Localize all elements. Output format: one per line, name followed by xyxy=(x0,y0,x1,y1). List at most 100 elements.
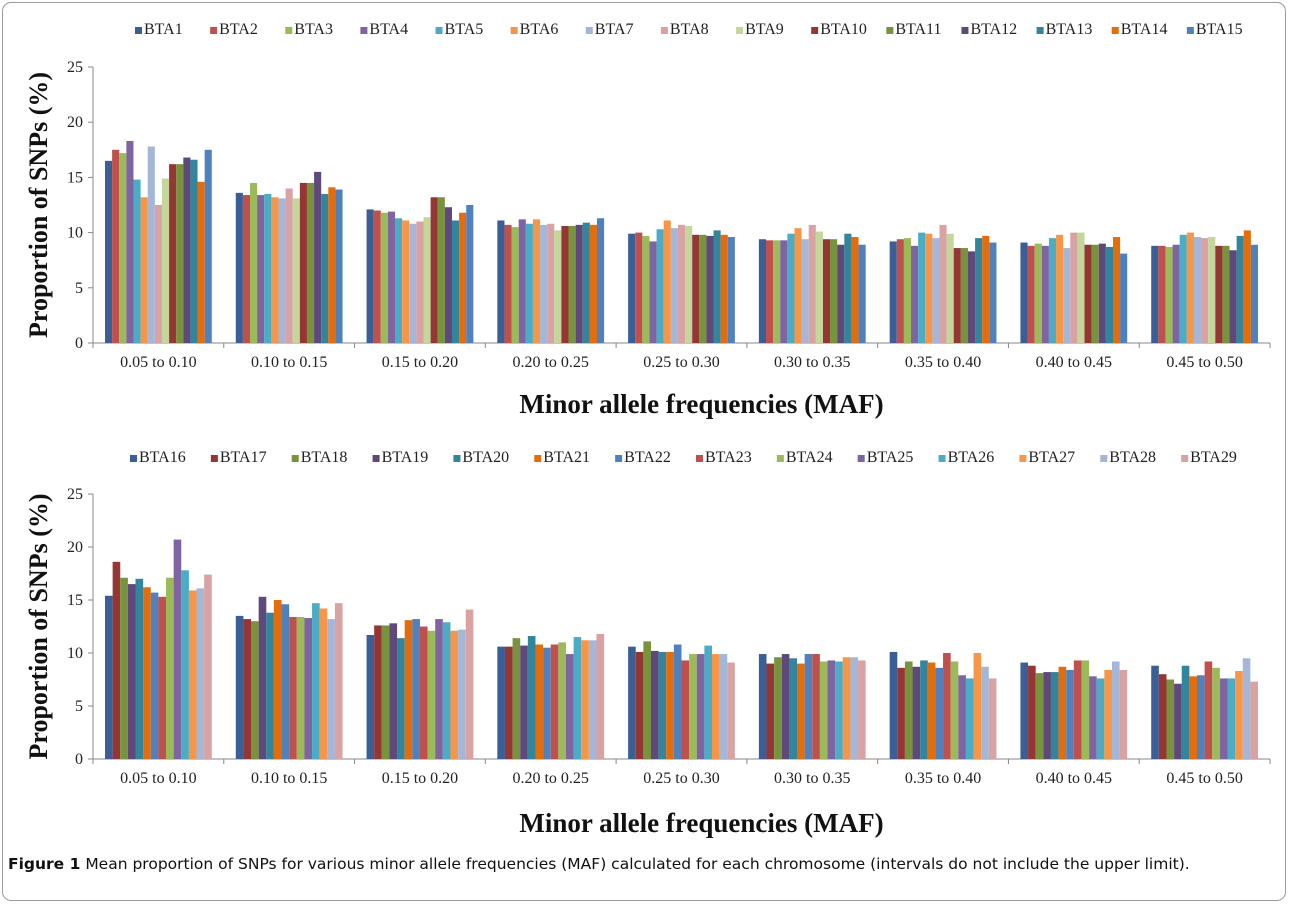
bar-bta9-2 xyxy=(292,198,300,343)
bar-bta15-5 xyxy=(727,237,735,343)
bar-bta29-7 xyxy=(988,678,997,759)
bar-bta24-3 xyxy=(427,630,436,759)
bar-bta28-9 xyxy=(1242,658,1251,759)
x-axis-title: Minor allele frequencies (MAF) xyxy=(519,389,883,419)
bar-bta22-7 xyxy=(935,667,944,759)
bar-bta11-9 xyxy=(1222,245,1230,343)
bar-bta6-7 xyxy=(925,233,933,343)
bar-bta18-7 xyxy=(904,661,913,759)
bar-bta11-3 xyxy=(437,197,445,343)
bar-bta1-4 xyxy=(497,220,505,343)
bar-bta5-6 xyxy=(787,233,795,343)
legend-swatch-bta12 xyxy=(961,27,969,34)
x-tick-label: 0.05 to 0.10 xyxy=(120,354,196,371)
bar-bta26-4 xyxy=(573,637,582,759)
bar-bta21-4 xyxy=(535,644,544,759)
bar-bta24-8 xyxy=(1081,660,1090,759)
bar-bta24-2 xyxy=(296,616,305,759)
legend-label-bta4: BTA4 xyxy=(369,21,408,38)
bar-bta25-3 xyxy=(435,619,443,759)
legend-swatch-bta3 xyxy=(285,27,293,34)
bar-bta23-7 xyxy=(943,653,951,759)
legend-label-bta22: BTA22 xyxy=(624,449,671,466)
bar-bta17-7 xyxy=(897,667,905,759)
bar-bta19-4 xyxy=(520,645,528,759)
bar-bta18-5 xyxy=(643,641,651,759)
bar-bta14-1 xyxy=(197,181,205,343)
bar-bta8-3 xyxy=(416,221,424,343)
bar-bta22-9 xyxy=(1196,675,1205,759)
bar-bta26-1 xyxy=(181,570,189,759)
legend-label-bta2: BTA2 xyxy=(219,21,258,38)
bar-bta21-7 xyxy=(927,662,936,759)
bar-bta8-7 xyxy=(939,224,947,343)
bar-bta3-1 xyxy=(119,153,127,343)
bar-bta17-3 xyxy=(374,625,382,759)
bar-bta27-6 xyxy=(842,657,851,759)
bar-bta3-7 xyxy=(903,238,912,343)
bar-bta21-3 xyxy=(404,620,413,759)
bar-bta4-8 xyxy=(1041,245,1049,343)
legend-label-bta6: BTA6 xyxy=(520,21,559,38)
bar-bta23-4 xyxy=(550,644,559,759)
bar-bta1-3 xyxy=(366,209,374,343)
bar-bta4-9 xyxy=(1172,244,1180,343)
bar-bta7-3 xyxy=(409,223,417,343)
bar-bta14-9 xyxy=(1243,230,1251,343)
legend-label-bta8: BTA8 xyxy=(670,21,709,38)
legend-label-bta13: BTA13 xyxy=(1046,21,1093,38)
bar-bta5-4 xyxy=(525,223,533,343)
bar-bta20-5 xyxy=(658,651,667,759)
bar-bta22-6 xyxy=(804,654,813,759)
bar-bta28-7 xyxy=(981,666,989,759)
y-tick-label: 10 xyxy=(67,645,83,662)
bar-bta15-3 xyxy=(466,205,474,343)
bar-bta13-1 xyxy=(190,159,198,343)
bar-bta1-8 xyxy=(1020,242,1028,343)
bar-bta29-9 xyxy=(1250,681,1258,759)
bar-bta22-2 xyxy=(281,604,290,759)
x-tick-label: 0.30 to 0.35 xyxy=(774,770,850,787)
legend-swatch-bta16 xyxy=(130,455,137,462)
x-tick-label: 0.45 to 0.50 xyxy=(1166,354,1242,371)
chart-top: BTA1 BTA2 BTA3 BTA4 BTA5 BTA6 BTA7 BTA8 BTA9 BTA1… xyxy=(24,21,1271,419)
bar-bta7-5 xyxy=(670,228,678,343)
bar-bta20-2 xyxy=(266,612,274,759)
bar-bta27-5 xyxy=(712,654,720,759)
bar-bta15-6 xyxy=(858,244,866,343)
bar-bta7-9 xyxy=(1193,237,1202,343)
legend-label-bta29: BTA29 xyxy=(1190,449,1237,466)
bar-bta22-8 xyxy=(1066,669,1074,759)
bar-bta16-6 xyxy=(758,654,767,759)
bar-bta21-6 xyxy=(797,663,805,759)
bar-bta23-8 xyxy=(1073,660,1082,759)
bar-bta23-9 xyxy=(1204,661,1213,759)
bar-bta2-8 xyxy=(1027,245,1035,343)
bar-bta15-2 xyxy=(335,189,343,343)
legend-swatch-bta24 xyxy=(776,455,784,462)
bar-bta7-6 xyxy=(801,239,809,343)
y-tick-label: 0 xyxy=(75,335,83,352)
legend-swatch-bta28 xyxy=(1100,455,1108,462)
bar-bta5-5 xyxy=(656,229,664,343)
bar-bta13-6 xyxy=(844,233,852,343)
legend-label-bta16: BTA16 xyxy=(139,449,186,466)
bar-bta28-2 xyxy=(327,619,335,759)
bar-bta1-9 xyxy=(1151,245,1159,343)
bar-bta6-8 xyxy=(1056,234,1064,343)
legend-label-bta5: BTA5 xyxy=(445,21,484,38)
bar-bta16-4 xyxy=(497,646,505,759)
bar-bta12-2 xyxy=(314,171,322,343)
bar-bta7-8 xyxy=(1063,248,1071,343)
bar-bta11-1 xyxy=(176,164,184,343)
bar-bta17-6 xyxy=(766,663,775,759)
bar-bta25-9 xyxy=(1219,678,1228,759)
x-tick-label: 0.35 to 0.40 xyxy=(905,354,981,371)
bar-bta1-1 xyxy=(105,160,113,343)
bar-bta24-6 xyxy=(819,661,828,759)
bar-bta18-6 xyxy=(774,657,782,759)
bar-bta10-2 xyxy=(299,182,307,343)
bar-bta4-2 xyxy=(257,195,265,343)
bar-bta21-9 xyxy=(1189,676,1197,759)
bar-bta12-9 xyxy=(1229,250,1237,343)
